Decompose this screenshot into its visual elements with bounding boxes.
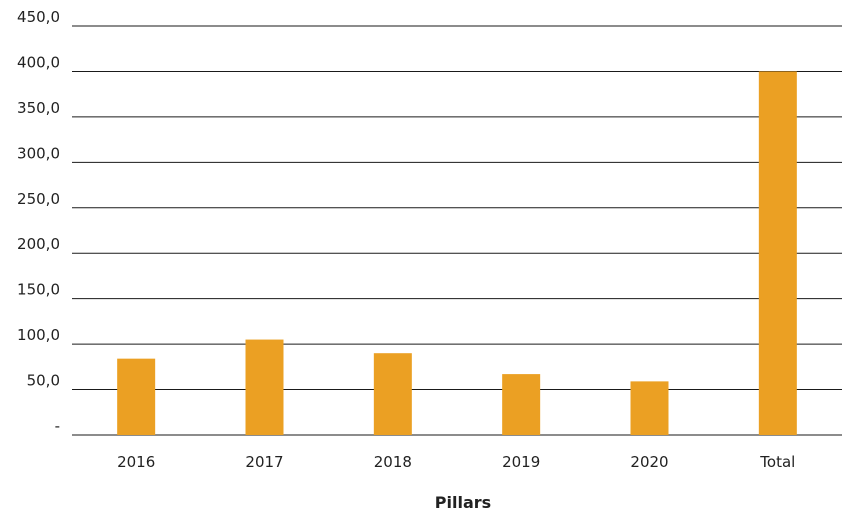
bar-2020 bbox=[630, 381, 669, 435]
bar-2019 bbox=[502, 374, 541, 435]
x-tick-label: 2017 bbox=[245, 453, 283, 471]
x-tick-label: 2020 bbox=[630, 453, 668, 471]
x-axis-title: Pillars bbox=[435, 493, 491, 512]
y-tick-label: 400,0 bbox=[17, 53, 60, 71]
bars bbox=[117, 71, 797, 435]
bar-total bbox=[758, 71, 797, 435]
x-tick-label: 2016 bbox=[117, 453, 155, 471]
x-tick-labels: 2016 2017 2018 2019 2020 Total bbox=[117, 453, 795, 471]
y-tick-label: 300,0 bbox=[17, 144, 60, 162]
y-tick-label: 150,0 bbox=[17, 281, 60, 299]
x-tick-label: 2019 bbox=[502, 453, 540, 471]
y-tick-label: 450,0 bbox=[17, 8, 60, 26]
y-tick-label: 100,0 bbox=[17, 326, 60, 344]
bar-2017 bbox=[245, 339, 284, 435]
y-tick-label: 50,0 bbox=[27, 372, 60, 390]
y-tick-label: 350,0 bbox=[17, 99, 60, 117]
y-tick-labels: - 50,0 100,0 150,0 200,0 250,0 300,0 350,0 400,0… bbox=[17, 8, 60, 435]
bar-2018 bbox=[373, 353, 412, 435]
gridlines bbox=[72, 25, 842, 436]
x-tick-label: 2018 bbox=[374, 453, 412, 471]
y-tick-label: 250,0 bbox=[17, 190, 60, 208]
x-tick-label: Total bbox=[759, 453, 795, 471]
bar-2016 bbox=[117, 358, 156, 435]
y-tick-label: - bbox=[55, 417, 60, 435]
y-tick-label: 200,0 bbox=[17, 235, 60, 253]
